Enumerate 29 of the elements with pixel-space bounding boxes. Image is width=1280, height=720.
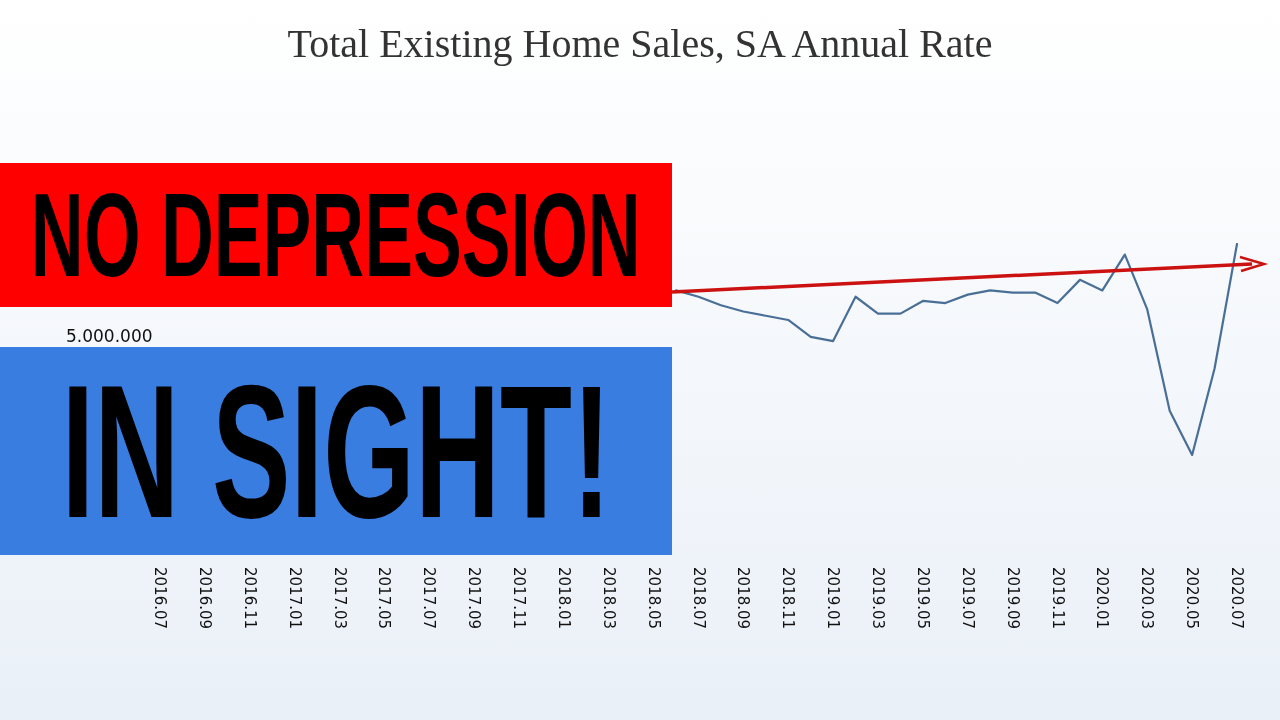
x-tick-label: 2017.03	[330, 567, 349, 630]
x-tick-label: 2018.09	[734, 567, 753, 630]
x-tick-label: 2019.03	[869, 567, 887, 630]
x-tick-label: 2020.03	[1138, 567, 1157, 630]
x-tick-label: 2016.09	[195, 567, 214, 630]
x-tick-label: 2017.07	[420, 567, 439, 630]
x-tick-label: 2016.11	[240, 567, 259, 630]
x-tick-label: 2019.05	[913, 567, 932, 630]
annotation: NO DEPRESSION	[31, 168, 641, 303]
x-tick-label: 2019.11	[1048, 567, 1067, 630]
x-tick-label: 2018.11	[779, 567, 798, 630]
x-tick-label: 2020.01	[1093, 567, 1112, 630]
x-tick-label: 2020.07	[1228, 567, 1246, 630]
x-tick-label: 2019.01	[824, 567, 843, 630]
x-tick-label: 2018.01	[554, 567, 573, 630]
chart-title: Total Existing Home Sales, SA Annual Rate	[287, 20, 993, 66]
x-tick-label: 2020.05	[1183, 567, 1202, 630]
annotation: 5.000.000	[66, 326, 153, 346]
x-tick-label: 2018.03	[599, 567, 618, 630]
x-tick-label: 2018.05	[644, 567, 663, 630]
x-tick-label: 2017.11	[510, 567, 528, 630]
x-tick-label: 2018.07	[689, 567, 708, 630]
annotation: IN SIGHT!	[61, 346, 611, 557]
x-tick-label: 2019.07	[958, 567, 977, 630]
x-tick-label: 2017.01	[285, 567, 304, 630]
x-tick-label: 2019.09	[1003, 567, 1022, 630]
x-tick-label: 2016.07	[151, 567, 169, 630]
x-tick-label: 2017.09	[465, 567, 484, 630]
x-tick-label: 2017.05	[375, 567, 394, 630]
